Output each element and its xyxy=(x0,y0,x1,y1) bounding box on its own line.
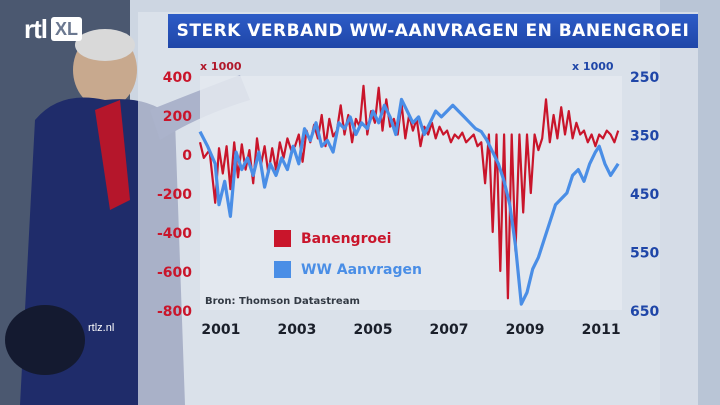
x-tick-label: 2009 xyxy=(506,322,545,338)
logo-xl-badge: XL xyxy=(51,17,83,41)
x-tick-label: 2003 xyxy=(277,322,316,338)
legend-swatch-ww xyxy=(274,261,291,278)
left-axis-unit: x 1000 xyxy=(200,60,242,73)
right-tick-label: 350 xyxy=(630,129,659,145)
x-tick-label: 2001 xyxy=(201,322,240,338)
left-tick-label: 200 xyxy=(163,109,192,125)
left-tick-label: -400 xyxy=(157,226,192,242)
legend-banengroei: Banengroei xyxy=(274,230,391,247)
site-url: rtlz.nl xyxy=(88,322,115,334)
legend-label-banengroei: Banengroei xyxy=(301,230,392,247)
x-tick-label: 2011 xyxy=(582,322,621,338)
x-tick-label: 2007 xyxy=(430,322,469,338)
title-bar: STERK VERBAND WW-AANVRAGEN EN BANENGROEI xyxy=(168,14,698,48)
chart-title: STERK VERBAND WW-AANVRAGEN EN BANENGROEI xyxy=(176,21,690,41)
source-label: Bron: Thomson Datastream xyxy=(205,296,360,307)
left-tick-label: 0 xyxy=(182,148,192,164)
left-tick-label: -600 xyxy=(157,265,192,281)
logo-rtl-text: rtl xyxy=(24,13,48,44)
left-tick-label: -200 xyxy=(157,187,192,203)
left-tick-label: 400 xyxy=(163,70,192,86)
plot-area xyxy=(200,76,622,310)
legend-label-ww: WW Aanvragen xyxy=(301,261,422,278)
legend-ww-aanvragen: WW Aanvragen xyxy=(274,261,422,278)
left-tick-label: -800 xyxy=(157,304,192,320)
right-tick-label: 250 xyxy=(630,70,659,86)
x-tick-label: 2005 xyxy=(353,322,392,338)
channel-logo: rtl XL xyxy=(24,13,83,44)
series-banengroei-line xyxy=(198,84,620,300)
right-tick-label: 450 xyxy=(630,187,659,203)
right-tick-label: 650 xyxy=(630,304,659,320)
right-axis-unit: x 1000 xyxy=(572,60,614,73)
legend-swatch-banengroei xyxy=(274,230,291,247)
right-tick-label: 550 xyxy=(630,246,659,262)
series-ww-line xyxy=(198,97,620,306)
